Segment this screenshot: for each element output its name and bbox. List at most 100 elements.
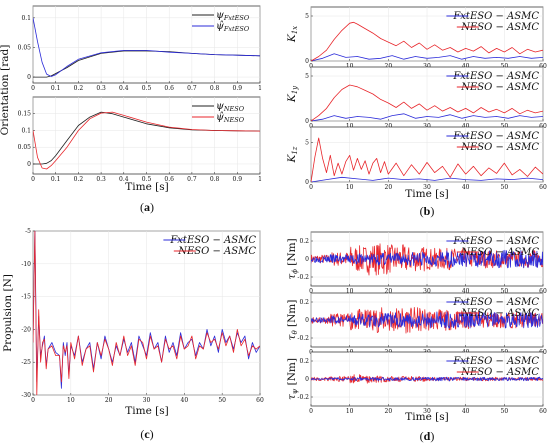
y-tick-label: 0: [27, 74, 31, 81]
x-tick-label: 40: [462, 288, 470, 295]
x-tick-label: 10: [346, 288, 354, 295]
x-tick-label: 60: [539, 63, 547, 70]
x-tick-label: 0.3: [96, 85, 106, 92]
y-tick-label: -20: [21, 326, 31, 333]
caption-d: (d): [420, 429, 435, 443]
x-tick-label: 0.8: [210, 176, 220, 183]
x-tick-label: 0: [31, 176, 35, 183]
series-line-red: [33, 111, 260, 170]
legend-entry: FxtESO − ASMC: [446, 71, 539, 82]
x-axis-label-b: Time [s]: [405, 188, 448, 200]
y-tick-label: 0: [305, 118, 309, 125]
series-line-red: [33, 231, 260, 395]
orientation-axis-label: Orientation [rad]: [0, 45, 11, 136]
legend-label: NESO − ASMC: [460, 142, 539, 153]
y-tick-label: 0.2: [299, 238, 309, 245]
x-tick-label: 30: [423, 408, 431, 415]
x-tick-label: 0: [309, 408, 313, 415]
y-tick-label: -5: [25, 228, 31, 235]
caption-c: (c): [140, 427, 153, 441]
series-line-red: [311, 21, 543, 61]
legend-label: ψ̂NESO: [216, 112, 245, 124]
y-tick-label: -10: [21, 261, 31, 268]
x-tick-label: 0: [31, 85, 35, 92]
x-tick-label: 0.3: [96, 176, 106, 183]
legend-entry: NESO − ASMC: [456, 22, 539, 33]
y-tick-label: 5: [305, 13, 309, 20]
legend-entry: ψNESO: [192, 101, 245, 113]
x-tick-label: 60: [539, 288, 547, 295]
x-tick-label: 20: [385, 123, 393, 130]
legend-label: FxtESO − ASMC: [452, 11, 539, 22]
legend-label: NESO − ASMC: [460, 82, 539, 93]
x-tick-label: 50: [218, 397, 226, 404]
chart-a_bottom: 0 0.1 0.2 0.3 0.4 0.5 0.6 0.7 0.8 0.9 1 0 0.05 0.1 0.1…: [18, 96, 262, 183]
x-tick-label: 20: [385, 63, 393, 70]
y-tick-label: 0: [305, 256, 309, 263]
x-tick-label: 30: [423, 288, 431, 295]
x-tick-label: 50: [501, 288, 509, 295]
x-tick-label: 0: [309, 288, 313, 295]
series-line-blue: [311, 311, 543, 329]
y-tick-label: 5: [305, 73, 309, 80]
legend-label: NESO − ASMC: [460, 247, 539, 258]
x-tick-label: 40: [462, 184, 470, 191]
caption-b: (b): [420, 204, 435, 218]
x-tick-label: 20: [385, 184, 393, 191]
y-tick-label: -25: [21, 359, 31, 366]
series-group: [311, 84, 543, 121]
legend-label: FxtESO − ASMC: [452, 356, 539, 367]
y-tick-label: 0.1: [21, 127, 31, 134]
legend-entry: NESO − ASMC: [173, 246, 256, 257]
legend-label: ψ̂FxtESO: [216, 21, 250, 33]
x-tick-label: 10: [346, 123, 354, 130]
x-tick-label: 0: [31, 397, 35, 404]
y-tick-label: 0.15: [18, 111, 32, 118]
series-group: [33, 111, 260, 170]
x-tick-label: 0: [309, 123, 313, 130]
legend-label: FxtESO − ASMC: [452, 71, 539, 82]
y-tick-label: 0: [305, 317, 309, 324]
y-axis-label: τθ [Nm]: [286, 300, 299, 341]
y-tick-label: 0.05: [18, 144, 32, 151]
y-tick-label: -15: [21, 294, 31, 301]
legend-entry: ψ̂NESO: [192, 112, 245, 124]
series-line-blue: [311, 53, 543, 61]
legend-entry: ψFxtESO: [192, 10, 250, 22]
series-line-red: [311, 84, 543, 121]
legend-label: FxtESO − ASMC: [452, 236, 539, 247]
x-tick-label: 0.6: [164, 176, 174, 183]
x-tick-label: 50: [501, 63, 509, 70]
x-tick-label: 30: [423, 184, 431, 191]
x-tick-label: 40: [462, 123, 470, 130]
legend-entry: NESO − ASMC: [456, 367, 539, 378]
series-group: [311, 243, 543, 276]
x-tick-label: 0.1: [51, 176, 61, 183]
x-tick-label: 20: [385, 288, 393, 295]
shared-labels: Orientation [rad] Time [s] Time [s] Time [s…: [0, 45, 449, 443]
x-tick-label: 30: [423, 63, 431, 70]
y-tick-label: -0.2: [297, 335, 309, 342]
series-group: [311, 307, 543, 334]
x-tick-label: 0.6: [164, 85, 174, 92]
legend-label: FxtESO − ASMC: [169, 235, 256, 246]
x-tick-label: 0.5: [142, 85, 152, 92]
x-tick-label: 10: [67, 397, 75, 404]
legend-entry: ψ̂FxtESO: [192, 21, 250, 33]
x-tick-label: 0.7: [187, 176, 197, 183]
x-tick-label: 10: [346, 63, 354, 70]
y-axis-label: τϕ [Nm]: [286, 238, 299, 279]
legend-entry: FxtESO − ASMC: [446, 131, 539, 142]
x-tick-label: 60: [539, 184, 547, 191]
y-tick-label: 0.1: [21, 15, 31, 22]
y-axis-label: Propulsion [N]: [2, 274, 14, 352]
